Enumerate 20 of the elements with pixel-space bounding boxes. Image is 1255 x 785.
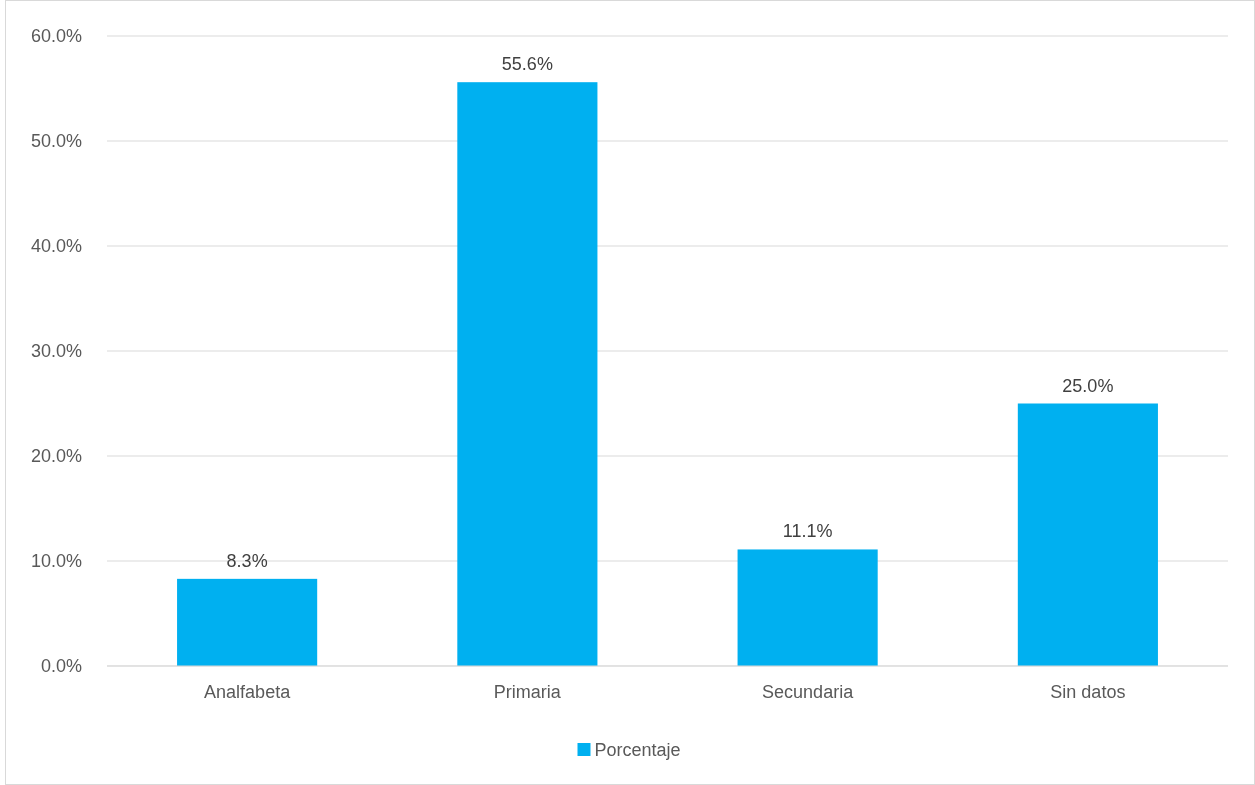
- data-label: 8.3%: [226, 550, 268, 571]
- y-tick-label: 10.0%: [30, 551, 82, 572]
- data-label: 55.6%: [501, 54, 553, 75]
- y-tick-label: 40.0%: [30, 236, 82, 257]
- x-tick-label: Sin datos: [1050, 682, 1126, 702]
- y-tick-label: 60.0%: [30, 26, 82, 47]
- data-label: 25.0%: [1062, 375, 1114, 396]
- x-tick-label: Analfabeta: [204, 682, 292, 702]
- x-tick-label: Primaria: [493, 682, 562, 702]
- bar: [457, 82, 598, 666]
- data-label: 11.1%: [782, 521, 833, 542]
- x-tick-label: Secundaria: [762, 682, 855, 702]
- y-tick-label: 30.0%: [30, 341, 82, 362]
- y-tick-label: 50.0%: [30, 131, 82, 152]
- legend-label: Porcentaje: [594, 740, 681, 761]
- bar: [1017, 403, 1158, 666]
- bar: [177, 578, 318, 666]
- bar: [737, 549, 878, 666]
- y-tick-label: 20.0%: [30, 446, 82, 467]
- y-tick-label: 0.0%: [40, 656, 82, 677]
